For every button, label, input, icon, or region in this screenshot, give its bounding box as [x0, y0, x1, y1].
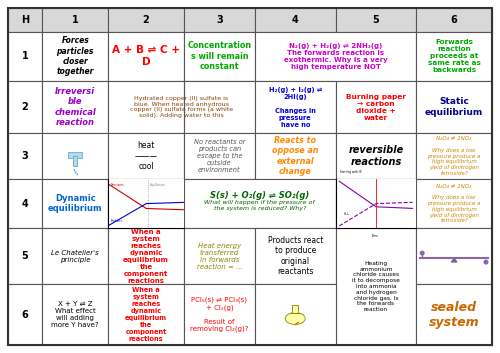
Text: Forces
particles
closer
together: Forces particles closer together — [56, 36, 94, 76]
Text: H: H — [21, 15, 29, 25]
Bar — [184, 81, 255, 133]
Text: 2: 2 — [142, 15, 150, 25]
Bar — [108, 228, 184, 284]
Text: When a
system
reaches
dynamic
equilibrium
the
component
reactions: When a system reaches dynamic equilibriu… — [123, 229, 169, 283]
Text: N₂O₄ ⇌ 2NO₂

Why does a low
pressure produce a
high equilibrium
yield of dinitro: N₂O₄ ⇌ 2NO₂ Why does a low pressure prod… — [428, 184, 481, 223]
Bar — [8, 133, 42, 179]
Circle shape — [484, 259, 488, 265]
Text: H₂(g) + I₂(g) ⇌
2HI(g)

Changes in
pressure
have no: H₂(g) + I₂(g) ⇌ 2HI(g) Changes in pressu… — [268, 86, 322, 127]
Text: 6: 6 — [450, 15, 458, 25]
Bar — [73, 156, 77, 166]
Bar — [42, 133, 108, 179]
Bar — [336, 228, 416, 345]
Bar — [108, 133, 184, 179]
Bar — [416, 81, 492, 133]
Text: 4: 4 — [292, 15, 298, 25]
Bar — [416, 32, 492, 81]
Bar — [42, 32, 108, 81]
Text: Reacts to
oppose an
external
change: Reacts to oppose an external change — [272, 136, 318, 176]
Text: reversible
reactions: reversible reactions — [348, 145, 404, 167]
Bar — [184, 8, 255, 32]
Text: N₂(g) + H₂(g) ⇌ 2NH₃(g)
The forwards reaction is
exothermic. Why is a very
high : N₂(g) + H₂(g) ⇌ 2NH₃(g) The forwards rea… — [284, 43, 388, 70]
Bar — [336, 179, 416, 228]
Text: Irreversi
ble
chemical
reaction: Irreversi ble chemical reaction — [54, 87, 96, 127]
Bar — [255, 284, 336, 345]
Text: 1: 1 — [72, 15, 78, 25]
Bar — [8, 32, 42, 81]
Bar — [416, 228, 492, 284]
Bar — [255, 8, 336, 32]
Ellipse shape — [76, 173, 78, 175]
Bar — [42, 228, 108, 284]
Text: Products react
to produce
original
reactants: Products react to produce original react… — [268, 236, 323, 276]
Bar — [8, 81, 42, 133]
Bar — [336, 8, 416, 32]
Bar — [184, 133, 255, 179]
Bar — [108, 179, 184, 228]
Text: Concentration
s will remain
constant: Concentration s will remain constant — [188, 41, 252, 71]
Ellipse shape — [75, 171, 76, 173]
Text: 3: 3 — [216, 15, 223, 25]
Text: Dynamic
equilibrium: Dynamic equilibrium — [48, 194, 102, 213]
Bar — [184, 284, 255, 345]
Bar — [8, 8, 42, 32]
Bar — [416, 179, 492, 228]
Bar — [108, 32, 184, 81]
Text: 5: 5 — [372, 15, 380, 25]
Text: A + B ⇌ C +
D: A + B ⇌ C + D — [112, 46, 180, 67]
Text: Heating
ammonium
chloride causes
it to decompose
into ammonia
and hydrogen
chlor: Heating ammonium chloride causes it to d… — [352, 261, 400, 312]
Bar — [416, 133, 492, 179]
Bar — [68, 152, 82, 158]
Text: sealed
system: sealed system — [429, 300, 480, 329]
Bar — [42, 81, 108, 133]
Ellipse shape — [285, 312, 305, 324]
Bar — [8, 228, 42, 284]
Text: Hydrated copper (II) sulfate is
blue. When heated anhydrous
copper (II) sulfate : Hydrated copper (II) sulfate is blue. Wh… — [130, 96, 233, 118]
Text: 4: 4 — [22, 199, 29, 209]
Text: N₂O₄ ⇌ 2NO₂

Why does a low
pressure produce a
high equilibrium
yield of dinitro: N₂O₄ ⇌ 2NO₂ Why does a low pressure prod… — [428, 136, 481, 176]
Text: heat
———
cool: heat ——— cool — [134, 141, 158, 171]
Bar — [108, 284, 184, 345]
Text: 6: 6 — [22, 310, 29, 319]
Text: What will happen if the pressure of: What will happen if the pressure of — [204, 200, 315, 205]
Text: 1: 1 — [22, 51, 29, 61]
Bar — [42, 8, 108, 32]
Text: 5: 5 — [22, 251, 29, 261]
Bar — [416, 8, 492, 32]
Bar — [8, 179, 42, 228]
Text: 2: 2 — [22, 102, 29, 112]
Text: PCl₅(s) ⇌ PCl₃(s)
+ Cl₂(g)

Result of
removing Cl₂(g)?: PCl₅(s) ⇌ PCl₃(s) + Cl₂(g) Result of rem… — [190, 297, 248, 332]
Polygon shape — [451, 258, 457, 262]
Bar — [184, 228, 255, 284]
Bar — [108, 81, 255, 133]
Bar — [255, 228, 336, 284]
Bar — [336, 133, 416, 179]
Bar — [42, 284, 108, 345]
Text: X + Y ⇌ Z
What effect
will adding
more Y have?: X + Y ⇌ Z What effect will adding more Y… — [52, 301, 99, 328]
Bar — [336, 81, 416, 133]
Text: S(s) + O₂(g) ⇌ SO₂(g): S(s) + O₂(g) ⇌ SO₂(g) — [210, 191, 310, 200]
Bar — [8, 284, 42, 345]
Bar — [255, 81, 336, 133]
Bar — [184, 179, 336, 228]
Text: Static
equilibrium: Static equilibrium — [425, 97, 483, 117]
Text: Le Chatelier's
principle: Le Chatelier's principle — [52, 250, 99, 263]
Text: 3: 3 — [22, 151, 29, 161]
Text: Burning paper
→ carbon
dioxide +
water: Burning paper → carbon dioxide + water — [346, 94, 406, 121]
Ellipse shape — [74, 169, 75, 172]
Circle shape — [420, 251, 424, 256]
Text: the system is reduced? Why?: the system is reduced? Why? — [214, 206, 306, 211]
Bar — [255, 133, 336, 179]
Bar — [416, 284, 492, 345]
Bar — [255, 32, 416, 81]
Bar — [42, 179, 108, 228]
Bar — [184, 32, 255, 81]
Bar — [108, 8, 184, 32]
Bar — [292, 305, 298, 312]
Text: When a
system
reaches
dynamic
equilibrium
the
component
reactions: When a system reaches dynamic equilibriu… — [125, 287, 167, 342]
Text: Heat energy
transferred
in forwards
reaction = ...: Heat energy transferred in forwards reac… — [196, 243, 242, 270]
Text: No reactants or
products can
escape to the
outside
environment: No reactants or products can escape to t… — [194, 139, 245, 173]
Text: Forwards
reaction
proceeds at
same rate as
backwards: Forwards reaction proceeds at same rate … — [428, 39, 480, 73]
